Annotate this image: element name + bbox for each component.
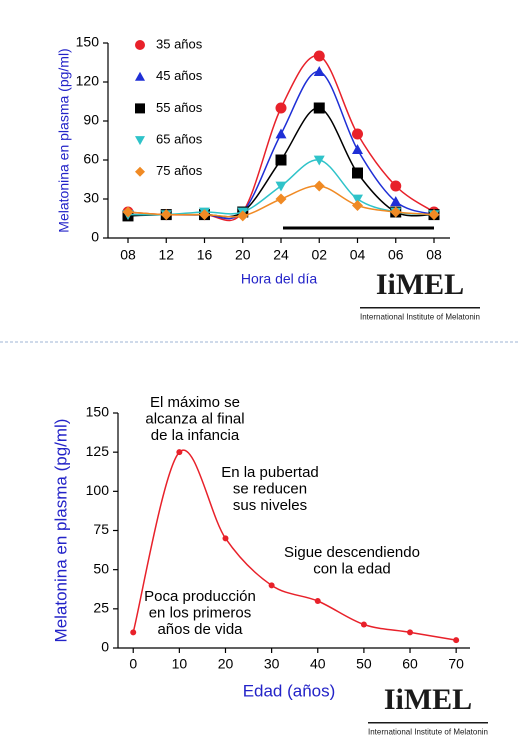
marker (352, 128, 363, 140)
marker (275, 154, 287, 166)
marker (275, 128, 287, 139)
marker (390, 206, 402, 218)
legend-label: 55 años (156, 100, 203, 115)
marker (160, 209, 172, 221)
x-tick-label: 10 (172, 656, 188, 672)
marker (135, 71, 145, 81)
marker (135, 136, 145, 146)
logo-line (368, 722, 488, 724)
x-tick-label: 0 (129, 656, 137, 672)
logo-subtitle: International Institute of Melatonin (368, 726, 488, 736)
annotation: en los primeros (149, 604, 252, 621)
y-tick-label: 0 (101, 639, 109, 655)
marker (122, 206, 134, 218)
annotation: años de vida (157, 621, 243, 638)
annotation: sus niveles (233, 497, 307, 514)
marker (313, 50, 325, 62)
x-tick-label: 60 (402, 656, 418, 672)
annotation: En la pubertad (221, 464, 319, 481)
x-tick-label: 70 (448, 656, 464, 672)
x-tick-label: 30 (264, 656, 280, 672)
y-tick-label: 25 (93, 600, 109, 616)
x-tick-label: 16 (197, 247, 213, 263)
annotation: alcanza al final (145, 410, 244, 427)
y-tick-label: 60 (83, 151, 99, 167)
marker (407, 629, 414, 636)
marker (275, 193, 287, 205)
marker (428, 209, 440, 221)
annotation: Poca producción (144, 588, 256, 605)
marker (176, 449, 183, 456)
logo-title: IiMEL (384, 683, 472, 716)
annotation: se reducen (233, 480, 307, 497)
legend-label: 45 años (156, 68, 203, 83)
marker (352, 167, 363, 179)
x-tick-label: 08 (426, 247, 442, 263)
legend-label: 65 años (156, 132, 203, 147)
marker (313, 155, 325, 166)
marker (135, 40, 145, 50)
marker (130, 629, 137, 636)
marker (390, 196, 402, 206)
x-tick-label: 24 (273, 247, 289, 263)
logo-title: IiMEL (376, 268, 464, 301)
x-tick-label: 20 (218, 656, 234, 672)
legend-label: 35 años (156, 36, 203, 51)
marker (313, 66, 325, 76)
x-tick-label: 02 (311, 247, 327, 263)
y-tick-label: 75 (93, 521, 109, 537)
marker (237, 210, 249, 222)
x-tick-label: 06 (388, 247, 404, 263)
marker (275, 102, 287, 114)
x-tick-label: 12 (158, 247, 174, 263)
marker (199, 209, 210, 221)
annotation: Sigue descendiendo (284, 544, 420, 561)
y-axis-label: Melatonina en plasma (pg/ml) (51, 419, 70, 643)
x-axis-label: Hora del día (241, 271, 317, 287)
marker (313, 180, 325, 192)
y-tick-label: 100 (86, 482, 110, 498)
marker (352, 144, 363, 154)
marker (313, 102, 325, 114)
marker (268, 582, 275, 589)
marker (352, 194, 363, 205)
marker (222, 535, 229, 542)
y-tick-label: 50 (93, 560, 109, 576)
annotation: de la infancia (151, 427, 240, 444)
y-axis-label: Melatonina en plasma (pg/ml) (56, 48, 72, 232)
y-tick-label: 30 (83, 190, 99, 206)
x-tick-label: 20 (235, 247, 251, 263)
y-tick-label: 120 (76, 73, 100, 89)
logo-subtitle: International Institute of Melatonin (360, 311, 480, 321)
annotation: con la edad (313, 560, 391, 577)
legend-label: 75 años (156, 163, 203, 178)
y-tick-label: 0 (91, 229, 99, 245)
marker (390, 180, 402, 192)
y-tick-label: 150 (86, 404, 110, 420)
marker (352, 200, 363, 211)
marker (314, 598, 321, 604)
logo-line (360, 307, 480, 309)
marker (135, 103, 145, 114)
y-tick-label: 150 (76, 34, 100, 50)
y-tick-label: 125 (86, 443, 110, 459)
marker (360, 621, 367, 628)
marker (275, 181, 287, 192)
x-tick-label: 08 (120, 247, 136, 263)
x-tick-label: 50 (356, 656, 372, 672)
marker (135, 166, 145, 177)
annotation: El máximo se (150, 394, 240, 411)
x-axis-label: Edad (años) (243, 681, 336, 700)
x-tick-label: 40 (310, 656, 326, 672)
y-tick-label: 90 (83, 112, 99, 128)
marker (453, 637, 460, 644)
x-tick-label: 04 (350, 247, 366, 263)
